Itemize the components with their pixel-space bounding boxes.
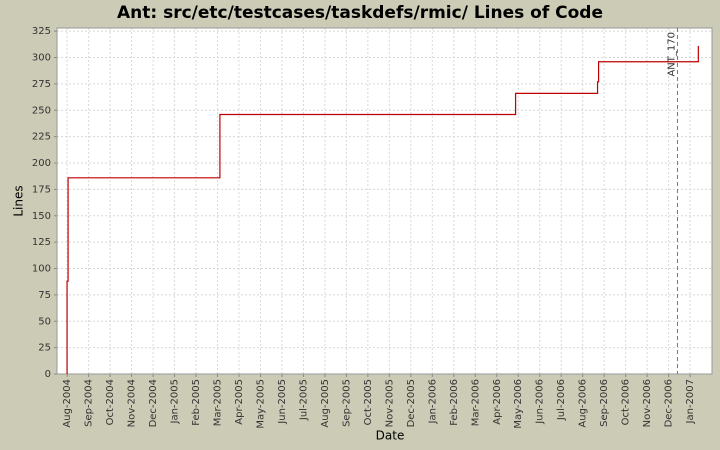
y-tick-label: 25 (38, 343, 51, 354)
x-tick-label: Aug-2004 (62, 379, 73, 428)
y-tick-label: 275 (32, 79, 51, 90)
y-tick-label: 175 (32, 184, 51, 195)
y-tick-label: 50 (38, 316, 51, 327)
x-tick-label: Sep-2006 (599, 379, 610, 427)
x-tick-label: Oct-2004 (105, 379, 116, 425)
y-axis-title: Lines (12, 185, 26, 216)
x-tick-label: Apr-2006 (492, 379, 503, 425)
y-tick-label: 225 (32, 132, 51, 143)
y-tick-label: 250 (32, 105, 51, 116)
x-tick-label: May-2005 (255, 379, 266, 429)
y-tick-label: 300 (32, 53, 51, 64)
marker-label: ANT_170 (666, 32, 677, 77)
x-tick-label: Jan-2006 (427, 379, 438, 424)
x-tick-label: Jun-2005 (277, 379, 288, 425)
data-line (66, 45, 699, 374)
x-tick-label: Mar-2006 (470, 379, 481, 426)
x-tick-label: Nov-2004 (127, 379, 138, 427)
x-axis-title: Date (376, 429, 405, 443)
x-tick-label: Nov-2005 (384, 379, 395, 427)
y-tick-label: 325 (32, 26, 51, 37)
y-tick-label: 150 (32, 211, 51, 222)
y-tick-label: 100 (32, 264, 51, 275)
x-tick-label: Sep-2005 (341, 379, 352, 427)
x-tick-label: Jun-2006 (535, 379, 546, 425)
x-tick-label: Dec-2005 (406, 379, 417, 427)
y-tick-label: 125 (32, 237, 51, 248)
plot-area (57, 28, 712, 374)
x-tick-label: Oct-2006 (621, 379, 632, 425)
x-tick-label: Jan-2005 (170, 379, 181, 424)
x-tick-label: Apr-2005 (234, 379, 245, 425)
y-tick-label: 75 (38, 290, 51, 301)
y-tick-label: 0 (45, 369, 51, 380)
x-tick-label: Mar-2005 (213, 379, 224, 426)
x-tick-label: Feb-2005 (191, 379, 202, 426)
x-tick-label: Aug-2005 (320, 379, 331, 428)
x-tick-label: Dec-2006 (664, 379, 675, 427)
x-tick-label: Sep-2004 (84, 379, 95, 427)
x-tick-label: Dec-2004 (148, 379, 159, 427)
chart-title: Ant: src/etc/testcases/taskdefs/rmic/ Li… (117, 3, 603, 23)
x-tick-label: Jul-2006 (556, 379, 567, 421)
x-tick-label: Nov-2006 (642, 379, 653, 427)
y-tick-label: 200 (32, 158, 51, 169)
plot-border (56, 27, 713, 375)
x-tick-label: Jan-2007 (685, 379, 696, 424)
x-tick-label: Aug-2006 (578, 379, 589, 428)
x-tick-label: Jul-2005 (298, 379, 309, 421)
x-tick-label: May-2006 (513, 379, 524, 429)
x-tick-label: Oct-2005 (363, 379, 374, 425)
x-tick-label: Feb-2006 (449, 379, 460, 426)
